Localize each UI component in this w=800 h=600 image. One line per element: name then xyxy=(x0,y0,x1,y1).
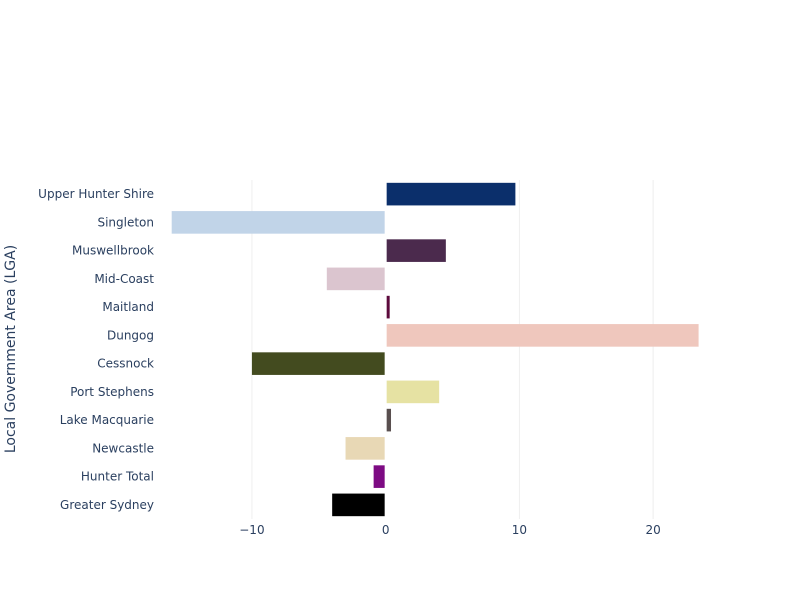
y-tick-label-7: Port Stephens xyxy=(70,385,154,399)
y-tick-label-5: Dungog xyxy=(107,328,154,342)
bar-layer xyxy=(171,182,699,517)
bar-3[interactable] xyxy=(326,267,386,291)
y-tick-label-6: Cessnock xyxy=(97,357,154,371)
bar-2[interactable] xyxy=(385,239,446,262)
bar-6[interactable] xyxy=(251,352,386,375)
y-tick-label-9: Newcastle xyxy=(92,441,154,455)
y-tick-label-2: Muswellbrook xyxy=(72,244,154,258)
y-tick-label-8: Lake Macquarie xyxy=(60,413,154,427)
bar-7[interactable] xyxy=(385,380,440,404)
bar-11[interactable] xyxy=(332,493,386,517)
y-tick-label-4: Maitland xyxy=(102,300,154,314)
y-tick-labels: Upper Hunter Shire Singleton Muswellbrook M… xyxy=(38,187,154,512)
y-tick-label-10: Hunter Total xyxy=(81,470,154,484)
x-tick-labels: −10 0 10 20 xyxy=(239,523,661,537)
bar-1[interactable] xyxy=(171,211,386,234)
bar-9[interactable] xyxy=(345,437,386,460)
y-tick-label-1: Singleton xyxy=(97,215,154,229)
bar-10[interactable] xyxy=(373,465,386,488)
x-tick-label-1: 0 xyxy=(382,523,390,537)
grid-layer xyxy=(251,180,654,519)
bar-5[interactable] xyxy=(385,324,699,347)
y-tick-label-3: Mid-Coast xyxy=(94,272,154,286)
x-tick-label-3: 20 xyxy=(645,523,660,537)
y-tick-label-0: Upper Hunter Shire xyxy=(38,187,154,201)
y-axis-title: Local Government Area (LGA) xyxy=(3,245,19,453)
bar-0[interactable] xyxy=(385,182,516,206)
bar-8[interactable] xyxy=(385,408,392,432)
x-tick-label-2: 10 xyxy=(512,523,527,537)
bar-4[interactable] xyxy=(385,295,390,319)
x-tick-label-0: −10 xyxy=(239,523,264,537)
y-tick-label-11: Greater Sydney xyxy=(60,498,154,512)
